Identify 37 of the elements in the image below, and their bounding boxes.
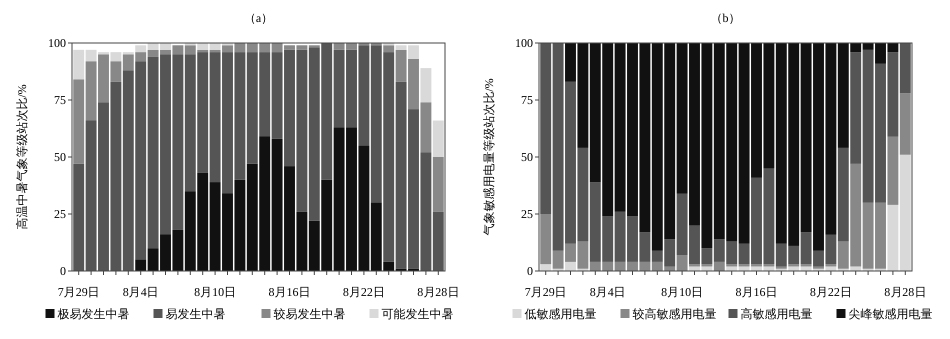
y-tick-label: 25 xyxy=(54,207,66,222)
y-tick-label: 50 xyxy=(54,150,66,164)
chart-title: （a） xyxy=(244,11,274,25)
legend-label: 较高敏感用电量 xyxy=(632,307,716,321)
legend-label: 高敏感用电量 xyxy=(740,307,812,321)
x-tick-label: 8月16日 xyxy=(736,285,778,299)
x-tick-label: 7月29日 xyxy=(524,285,567,299)
legend-label: 较易发生中暑 xyxy=(274,307,346,321)
y-tick-label: 50 xyxy=(521,150,533,164)
y-tick-label: 25 xyxy=(521,207,533,222)
y-tick-label: 75 xyxy=(54,93,66,108)
legend-label: 极易发生中暑 xyxy=(56,307,130,321)
x-tick-label: 8月4日 xyxy=(590,285,626,299)
y-axis-title: 气象敏感用电量等级站次比/% xyxy=(482,78,496,236)
x-tick-label: 8月22日 xyxy=(810,285,852,299)
x-tick-label: 8月22日 xyxy=(342,285,385,299)
x-tick-label: 8月28日 xyxy=(884,285,926,299)
chart-title: （b） xyxy=(710,11,740,25)
x-tick-label: 8月10日 xyxy=(661,285,704,299)
bar xyxy=(432,157,444,212)
bar xyxy=(432,120,444,157)
y-tick-label: 0 xyxy=(527,264,533,278)
legend-label: 尖峰敏感用电量 xyxy=(848,307,932,321)
y-axis-title: 高温中暑气象等级站次比/% xyxy=(15,84,29,230)
y-tick-label: 100 xyxy=(515,36,533,50)
bar xyxy=(420,68,432,102)
x-tick-label: 8月4日 xyxy=(122,285,159,299)
legend-label: 低敏感用电量 xyxy=(524,307,596,321)
legend-label: 可能发生中暑 xyxy=(382,307,454,321)
x-tick-label: 8月16日 xyxy=(268,285,310,299)
y-tick-label: 75 xyxy=(521,93,533,108)
x-tick-label: 7月29日 xyxy=(58,285,100,299)
legend-label: 易发生中暑 xyxy=(166,307,226,321)
y-tick-label: 100 xyxy=(48,36,66,50)
x-tick-label: 8月28日 xyxy=(417,285,460,299)
y-tick-label: 0 xyxy=(60,264,66,278)
x-tick-label: 8月10日 xyxy=(194,285,236,299)
